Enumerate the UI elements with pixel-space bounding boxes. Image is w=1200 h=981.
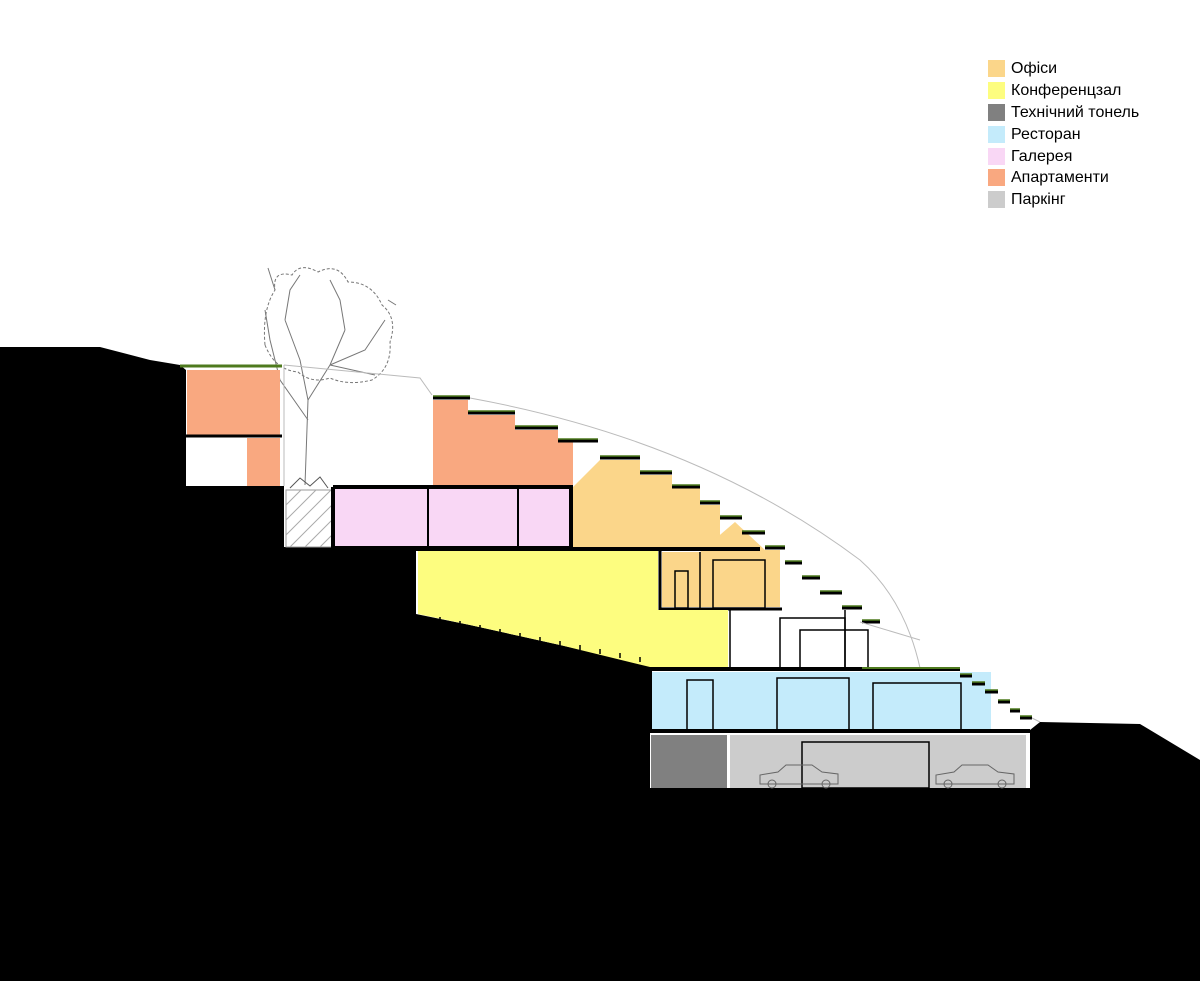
tree-icon: [264, 267, 397, 489]
legend-swatch: [988, 191, 1005, 209]
legend-swatch: [988, 125, 1005, 143]
terrace-outline: [469, 397, 1041, 723]
legend-item-gallery: Галерея: [988, 145, 1139, 167]
legend-label: Паркінг: [1011, 191, 1066, 209]
conference-hall: [418, 551, 728, 667]
car-icon: [935, 764, 1015, 789]
courtyard-wall: [283, 364, 433, 486]
legend-label: Конференцзал: [1011, 82, 1122, 100]
legend-item-apartments: Апартаменти: [988, 167, 1139, 189]
offices-upper: [573, 460, 720, 548]
legend-item-tunnel: Технічний тонель: [988, 102, 1139, 124]
legend-swatch: [988, 82, 1005, 100]
legend-label: Апартаменти: [1011, 169, 1109, 187]
legend-swatch: [988, 169, 1005, 187]
terrace-steps: [433, 395, 1041, 723]
legend-label: Офіси: [1011, 60, 1058, 78]
apartments-lower-left: [247, 438, 280, 486]
parking-level: [730, 735, 1026, 789]
legend-item-conference: Конференцзал: [988, 80, 1139, 102]
legend-item-parking: Паркінг: [988, 189, 1139, 211]
offices-lower: [662, 522, 780, 607]
restaurant-level: [648, 667, 1030, 733]
legend-label: Технічний тонель: [1011, 103, 1140, 121]
apartments-upper-left: [187, 370, 280, 435]
lobby-frames: [729, 610, 869, 669]
legend-label: Ресторан: [1011, 125, 1081, 143]
car-icon: [759, 764, 839, 789]
legend-label: Галерея: [1011, 147, 1073, 165]
legend: Офіси Конференцзал Технічний тонель Рестора…: [988, 58, 1139, 211]
legend-swatch: [988, 103, 1005, 121]
legend-swatch: [988, 60, 1005, 78]
legend-swatch: [988, 147, 1005, 165]
legend-item-restaurant: Ресторан: [988, 123, 1139, 145]
technical-tunnel: [651, 735, 727, 788]
planter-box: [285, 489, 333, 548]
apartments-stepped: [433, 400, 573, 487]
ground-mass: [0, 347, 1200, 981]
legend-item-offices: Офіси: [988, 58, 1139, 80]
